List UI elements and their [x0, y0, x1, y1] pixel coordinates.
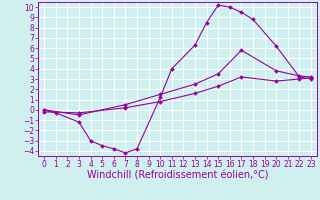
X-axis label: Windchill (Refroidissement éolien,°C): Windchill (Refroidissement éolien,°C) [87, 171, 268, 181]
